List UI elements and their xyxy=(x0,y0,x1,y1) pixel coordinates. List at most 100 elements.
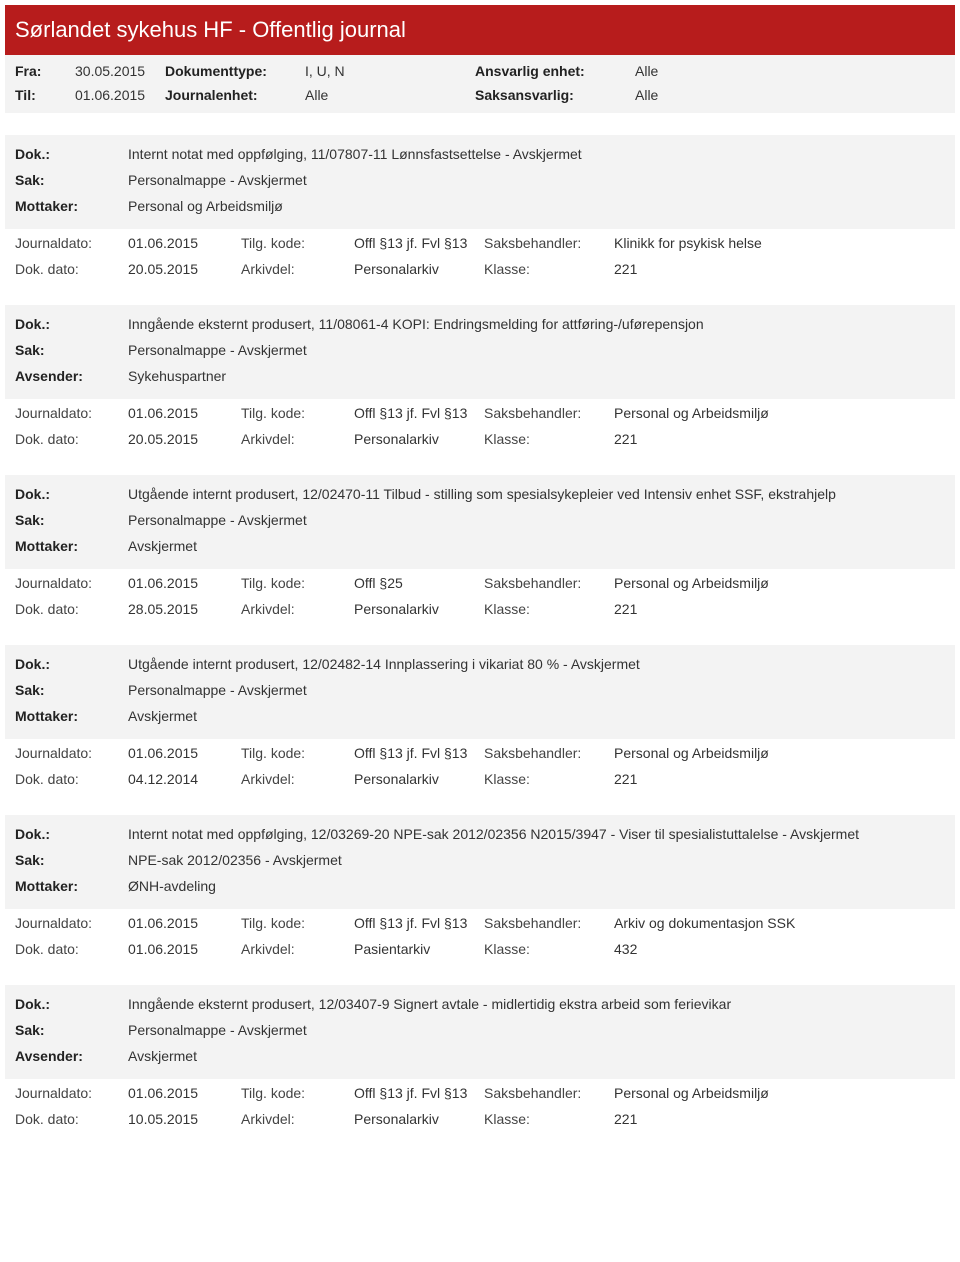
journal-entry: Dok.:Inngående eksternt produsert, 12/03… xyxy=(5,985,955,1133)
journaldato-label: Journaldato: xyxy=(15,575,128,591)
dok-label: Dok.: xyxy=(15,656,128,672)
dok-label: Dok.: xyxy=(15,826,128,842)
dokdato-label: Dok. dato: xyxy=(15,1111,128,1127)
tilgkode-value: Offl §25 xyxy=(354,575,484,591)
tilgkode-value: Offl §13 jf. Fvl §13 xyxy=(354,235,484,251)
dok-label: Dok.: xyxy=(15,486,128,502)
sak-label: Sak: xyxy=(15,172,128,188)
dokdato-value: 20.05.2015 xyxy=(128,431,241,447)
journal-entry: Dok.:Internt notat med oppfølging, 11/07… xyxy=(5,135,955,283)
saksbehandler-label: Saksbehandler: xyxy=(484,235,614,251)
dokdato-label: Dok. dato: xyxy=(15,601,128,617)
til-value: 01.06.2015 xyxy=(75,87,165,103)
journaldato-label: Journaldato: xyxy=(15,745,128,761)
ansvarlig-label: Ansvarlig enhet: xyxy=(475,63,635,79)
klasse-label: Klasse: xyxy=(484,261,614,277)
saksbehandler-label: Saksbehandler: xyxy=(484,1085,614,1101)
party-value: Personal og Arbeidsmiljø xyxy=(128,198,945,214)
journal-entry: Dok.:Inngående eksternt produsert, 11/08… xyxy=(5,305,955,453)
saksbehandler-label: Saksbehandler: xyxy=(484,745,614,761)
arkivdel-value: Personalarkiv xyxy=(354,431,484,447)
dok-value: Inngående eksternt produsert, 11/08061-4… xyxy=(128,316,945,332)
party-value: Sykehuspartner xyxy=(128,368,945,384)
arkivdel-label: Arkivdel: xyxy=(241,601,354,617)
klasse-label: Klasse: xyxy=(484,941,614,957)
saksbehandler-value: Personal og Arbeidsmiljø xyxy=(614,405,945,421)
arkivdel-value: Personalarkiv xyxy=(354,771,484,787)
sak-value: NPE-sak 2012/02356 - Avskjermet xyxy=(128,852,945,868)
journaldato-value: 01.06.2015 xyxy=(128,405,241,421)
til-label: Til: xyxy=(15,87,75,103)
klasse-value: 221 xyxy=(614,431,945,447)
klasse-value: 221 xyxy=(614,261,945,277)
arkivdel-value: Personalarkiv xyxy=(354,601,484,617)
sak-label: Sak: xyxy=(15,682,128,698)
klasse-label: Klasse: xyxy=(484,771,614,787)
sak-value: Personalmappe - Avskjermet xyxy=(128,682,945,698)
arkivdel-value: Pasientarkiv xyxy=(354,941,484,957)
arkivdel-label: Arkivdel: xyxy=(241,771,354,787)
journaldato-value: 01.06.2015 xyxy=(128,915,241,931)
saksbehandler-value: Klinikk for psykisk helse xyxy=(614,235,945,251)
dok-label: Dok.: xyxy=(15,146,128,162)
page-title: Sørlandet sykehus HF - Offentlig journal xyxy=(5,5,955,55)
klasse-label: Klasse: xyxy=(484,1111,614,1127)
party-value: ØNH-avdeling xyxy=(128,878,945,894)
journaldato-label: Journaldato: xyxy=(15,1085,128,1101)
sak-value: Personalmappe - Avskjermet xyxy=(128,1022,945,1038)
journalenhet-value: Alle xyxy=(305,87,475,103)
party-label: Mottaker: xyxy=(15,878,128,894)
arkivdel-value: Personalarkiv xyxy=(354,261,484,277)
tilgkode-label: Tilg. kode: xyxy=(241,405,354,421)
arkivdel-value: Personalarkiv xyxy=(354,1111,484,1127)
journal-entry: Dok.:Utgående internt produsert, 12/0248… xyxy=(5,645,955,793)
dokdato-value: 28.05.2015 xyxy=(128,601,241,617)
doktype-value: I, U, N xyxy=(305,63,475,79)
arkivdel-label: Arkivdel: xyxy=(241,261,354,277)
dok-value: Inngående eksternt produsert, 12/03407-9… xyxy=(128,996,945,1012)
dok-value: Internt notat med oppfølging, 12/03269-2… xyxy=(128,826,945,842)
party-value: Avskjermet xyxy=(128,1048,945,1064)
doktype-label: Dokumenttype: xyxy=(165,63,305,79)
saksbehandler-label: Saksbehandler: xyxy=(484,915,614,931)
tilgkode-label: Tilg. kode: xyxy=(241,1085,354,1101)
journalenhet-label: Journalenhet: xyxy=(165,87,305,103)
klasse-label: Klasse: xyxy=(484,431,614,447)
sak-value: Personalmappe - Avskjermet xyxy=(128,172,945,188)
journaldato-label: Journaldato: xyxy=(15,405,128,421)
sak-value: Personalmappe - Avskjermet xyxy=(128,512,945,528)
saksbehandler-label: Saksbehandler: xyxy=(484,575,614,591)
klasse-value: 221 xyxy=(614,601,945,617)
journaldato-value: 01.06.2015 xyxy=(128,575,241,591)
party-label: Mottaker: xyxy=(15,198,128,214)
party-label: Avsender: xyxy=(15,1048,128,1064)
dok-label: Dok.: xyxy=(15,996,128,1012)
tilgkode-value: Offl §13 jf. Fvl §13 xyxy=(354,915,484,931)
arkivdel-label: Arkivdel: xyxy=(241,1111,354,1127)
fra-value: 30.05.2015 xyxy=(75,63,165,79)
party-label: Avsender: xyxy=(15,368,128,384)
dokdato-value: 10.05.2015 xyxy=(128,1111,241,1127)
party-label: Mottaker: xyxy=(15,538,128,554)
arkivdel-label: Arkivdel: xyxy=(241,431,354,447)
saksbehandler-value: Personal og Arbeidsmiljø xyxy=(614,745,945,761)
dok-value: Internt notat med oppfølging, 11/07807-1… xyxy=(128,146,945,162)
dokdato-label: Dok. dato: xyxy=(15,261,128,277)
dokdato-value: 01.06.2015 xyxy=(128,941,241,957)
tilgkode-label: Tilg. kode: xyxy=(241,745,354,761)
sak-label: Sak: xyxy=(15,1022,128,1038)
sak-label: Sak: xyxy=(15,852,128,868)
journaldato-value: 01.06.2015 xyxy=(128,1085,241,1101)
arkivdel-label: Arkivdel: xyxy=(241,941,354,957)
tilgkode-label: Tilg. kode: xyxy=(241,575,354,591)
tilgkode-value: Offl §13 jf. Fvl §13 xyxy=(354,1085,484,1101)
saksansvarlig-value: Alle xyxy=(635,87,755,103)
dok-value: Utgående internt produsert, 12/02482-14 … xyxy=(128,656,945,672)
party-value: Avskjermet xyxy=(128,538,945,554)
saksbehandler-value: Arkiv og dokumentasjon SSK xyxy=(614,915,945,931)
journal-entry: Dok.:Utgående internt produsert, 12/0247… xyxy=(5,475,955,623)
dokdato-label: Dok. dato: xyxy=(15,941,128,957)
journaldato-label: Journaldato: xyxy=(15,915,128,931)
fra-label: Fra: xyxy=(15,63,75,79)
dokdato-value: 20.05.2015 xyxy=(128,261,241,277)
